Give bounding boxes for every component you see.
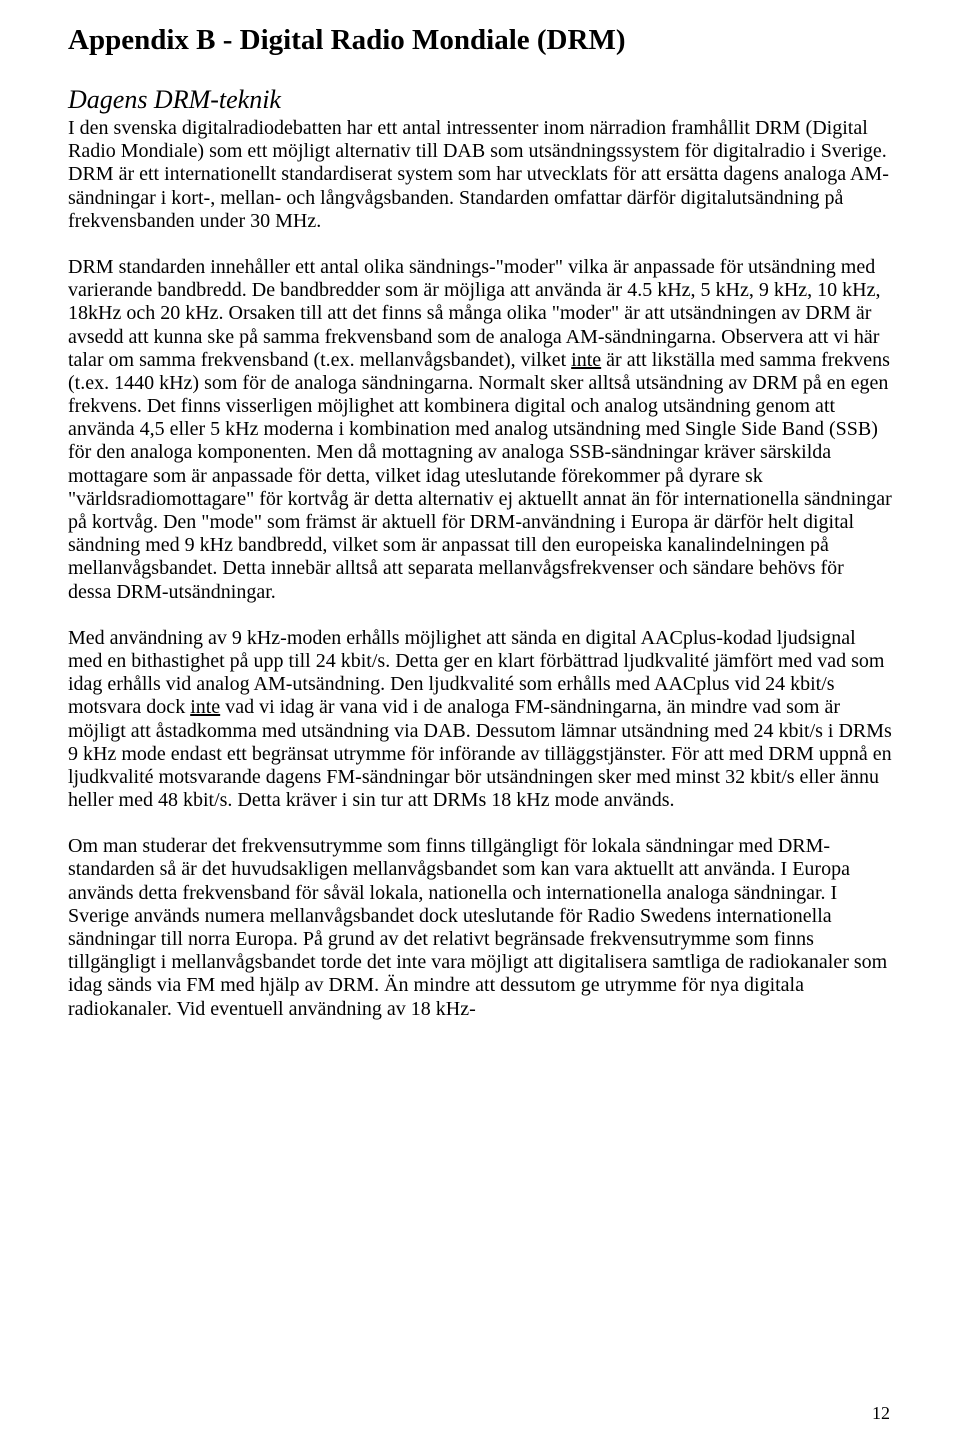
section-heading: Dagens DRM-teknik	[68, 85, 892, 115]
paragraph-1: I den svenska digitalradiodebatten har e…	[68, 117, 892, 233]
paragraph-2-text-b: är att likställa med samma frekvens (t.e…	[68, 349, 892, 603]
paragraph-2-underline: inte	[571, 349, 601, 371]
paragraph-2: DRM standarden innehåller ett antal olik…	[68, 256, 892, 604]
paragraph-3-underline: inte	[190, 696, 220, 718]
paragraph-3: Med användning av 9 kHz-moden erhålls mö…	[68, 627, 892, 813]
paragraph-4: Om man studerar det frekvensutrymme som …	[68, 835, 892, 1021]
appendix-title: Appendix B - Digital Radio Mondiale (DRM…	[68, 24, 892, 57]
page-number: 12	[872, 1403, 890, 1424]
